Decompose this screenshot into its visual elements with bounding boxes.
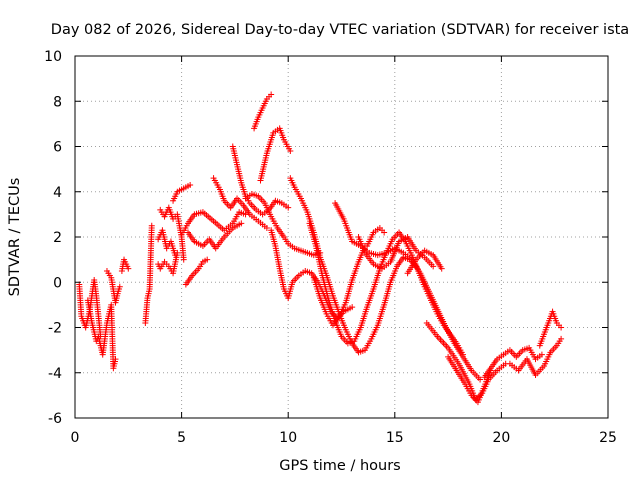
y-tick-label: 6	[53, 140, 62, 156]
series-s9	[170, 181, 194, 204]
y-tick-label: 2	[53, 230, 62, 246]
chart-title: Day 082 of 2026, Sidereal Day-to-day VTE…	[51, 22, 629, 38]
series-s5	[142, 222, 155, 326]
series-s12	[182, 256, 211, 288]
series-s15	[251, 91, 275, 132]
y-axis-label: SDTVAR / TECUs	[7, 178, 23, 297]
series-s7	[155, 227, 179, 259]
y-tick-label: 0	[53, 275, 62, 291]
data-point	[287, 148, 294, 155]
data-point	[268, 91, 275, 98]
data-point	[238, 220, 245, 227]
series-s24	[364, 224, 388, 250]
series-s4	[118, 256, 132, 274]
data-point	[381, 229, 388, 236]
data-point	[180, 256, 187, 263]
x-axis-label: GPS time / hours	[279, 458, 400, 474]
series-s13	[210, 175, 270, 231]
data-point	[116, 283, 123, 290]
x-tick-label: 15	[386, 430, 404, 446]
series-s17	[242, 191, 324, 259]
x-tick-label: 10	[279, 430, 297, 446]
data-point	[125, 265, 132, 272]
data-point	[558, 335, 565, 342]
x-tick-label: 20	[492, 430, 510, 446]
series-s8	[155, 249, 181, 277]
data-point	[263, 224, 270, 231]
axis-ticks	[74, 55, 609, 419]
data-point	[477, 376, 484, 383]
y-tick-label: 4	[53, 185, 62, 201]
grid	[75, 56, 608, 418]
x-tick-label: 25	[599, 430, 617, 446]
series-s22	[332, 200, 484, 383]
y-tick-label: 10	[44, 49, 62, 65]
data-point	[285, 204, 292, 211]
series-s30	[536, 308, 565, 349]
data-point	[204, 256, 211, 263]
data-point	[148, 222, 155, 229]
series-s29	[506, 335, 565, 379]
data-points	[76, 91, 565, 406]
data-point	[112, 356, 119, 363]
x-tick-label: 5	[177, 430, 186, 446]
tick-labels: 0 5 10 15 20 25 -6 -4 -2 0 2 4 6 8 10	[44, 49, 617, 446]
data-point	[187, 181, 194, 188]
y-tick-label: 8	[53, 94, 62, 110]
series-s2	[84, 297, 119, 372]
y-tick-label: -6	[48, 411, 62, 427]
y-tick-label: -2	[48, 321, 62, 337]
data-point	[438, 265, 445, 272]
series-s16	[257, 125, 294, 184]
data-point	[349, 304, 356, 311]
series-s28	[481, 344, 545, 381]
series-s10	[178, 209, 249, 238]
x-tick-label: 0	[71, 430, 80, 446]
series-s23	[355, 234, 437, 272]
series-s25	[404, 247, 445, 277]
series-s11	[184, 220, 245, 252]
data-point	[430, 263, 437, 270]
data-point	[174, 249, 181, 256]
series-s21	[310, 243, 368, 329]
y-tick-label: -4	[48, 366, 62, 382]
series-s3	[103, 267, 123, 306]
data-point	[538, 351, 545, 358]
data-point	[558, 324, 565, 331]
